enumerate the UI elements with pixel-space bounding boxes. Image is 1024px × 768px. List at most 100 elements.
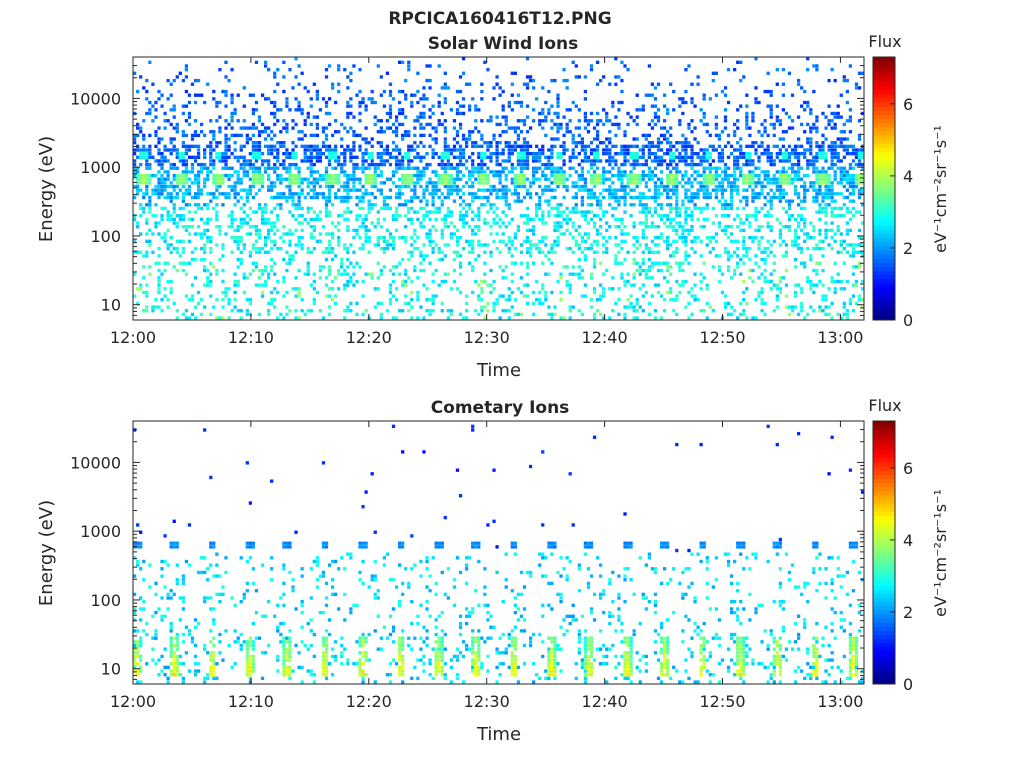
flux-cell xyxy=(276,82,280,86)
flux-cell xyxy=(495,246,499,251)
flux-cell xyxy=(733,148,737,152)
flux-cell xyxy=(318,177,323,181)
flux-cell xyxy=(653,86,658,90)
flux-cell xyxy=(239,257,243,262)
flux-cell xyxy=(666,108,670,112)
flux-cell xyxy=(257,268,262,273)
flux-cell xyxy=(480,290,484,295)
flux-cell xyxy=(669,203,673,207)
flux-cell xyxy=(550,312,554,317)
flux-cell xyxy=(248,312,252,317)
flux-cell xyxy=(684,89,688,94)
flux-cell xyxy=(793,235,798,240)
flux-cell xyxy=(653,210,658,214)
flux-cell xyxy=(233,170,237,174)
flux-cell xyxy=(218,100,222,105)
flux-cell xyxy=(778,184,782,189)
flux-cell xyxy=(772,239,776,243)
flux-cell xyxy=(769,206,773,211)
flux-cell xyxy=(492,239,496,243)
flux-cell xyxy=(160,155,164,159)
spectrogram-cells xyxy=(133,57,865,320)
flux-cell xyxy=(230,166,234,170)
flux-cell xyxy=(142,155,146,159)
flux-cell xyxy=(157,287,161,291)
flux-cell xyxy=(733,217,737,222)
flux-cell xyxy=(519,214,524,218)
flux-cell xyxy=(410,279,414,284)
flux-cell xyxy=(224,290,228,295)
flux-cell xyxy=(242,104,246,108)
flux-cell xyxy=(154,188,158,192)
flux-cell xyxy=(580,268,584,273)
flux-cell xyxy=(641,257,645,262)
flux-cell xyxy=(184,159,189,163)
flux-cell xyxy=(614,301,618,306)
flux-cell xyxy=(440,279,444,284)
flux-cell xyxy=(790,119,795,123)
flux-cell xyxy=(282,162,286,167)
flux-cell xyxy=(260,173,265,178)
flux-cell xyxy=(745,254,749,258)
flux-cell xyxy=(215,181,219,185)
flux-cell xyxy=(571,225,575,229)
flux-cell xyxy=(748,155,752,159)
flux-cell xyxy=(507,294,511,298)
flux-cell xyxy=(623,151,627,156)
flux-cell xyxy=(178,181,182,185)
flux-cell xyxy=(367,155,371,159)
flux-cell xyxy=(687,301,691,306)
flux-cell xyxy=(443,272,447,276)
flux-cell xyxy=(528,184,533,189)
flux-cell xyxy=(599,206,603,211)
flux-cell xyxy=(297,166,301,170)
flux-cell xyxy=(227,184,231,189)
flux-cell xyxy=(327,97,332,101)
flux-cell xyxy=(553,305,557,309)
flux-cell xyxy=(397,159,402,163)
flux-cell xyxy=(254,141,259,145)
flux-cell xyxy=(638,268,642,273)
flux-cell xyxy=(632,155,636,159)
flux-cell xyxy=(440,301,444,306)
flux-cell xyxy=(422,316,426,320)
flux-cell xyxy=(766,221,770,225)
flux-cell xyxy=(711,173,715,178)
flux-cell xyxy=(157,279,161,284)
flux-cell xyxy=(254,261,259,265)
flux-cell xyxy=(385,228,390,233)
flux-cell xyxy=(324,203,329,207)
flux-cell xyxy=(565,126,569,130)
flux-cell xyxy=(638,287,642,291)
flux-cell xyxy=(553,225,557,229)
flux-cell xyxy=(525,272,530,276)
flux-cell xyxy=(443,144,447,149)
flux-cell xyxy=(690,217,694,222)
flux-cell xyxy=(653,115,658,119)
flux-cell xyxy=(270,181,274,185)
flux-cell xyxy=(166,170,170,174)
flux-cell xyxy=(434,188,438,192)
flux-cell xyxy=(257,206,262,211)
flux-cell xyxy=(693,162,697,167)
flux-cell xyxy=(553,188,557,192)
flux-cell xyxy=(495,151,499,156)
flux-cell xyxy=(452,225,457,229)
flux-cell xyxy=(720,228,725,233)
flux-cell xyxy=(346,257,350,262)
flux-cell xyxy=(507,144,511,149)
flux-cell xyxy=(291,181,295,185)
flux-cell xyxy=(397,261,402,265)
flux-cell xyxy=(729,192,734,196)
flux-cell xyxy=(702,115,706,119)
flux-cell xyxy=(760,309,764,313)
flux-cell xyxy=(577,232,581,236)
flux-cell xyxy=(666,261,670,265)
flux-cell xyxy=(181,246,185,251)
flux-cell xyxy=(273,298,277,302)
flux-cell xyxy=(480,82,484,86)
flux-cell xyxy=(577,151,581,156)
flux-cell xyxy=(659,217,664,222)
flux-cell xyxy=(187,100,192,105)
flux-cell xyxy=(766,279,770,284)
